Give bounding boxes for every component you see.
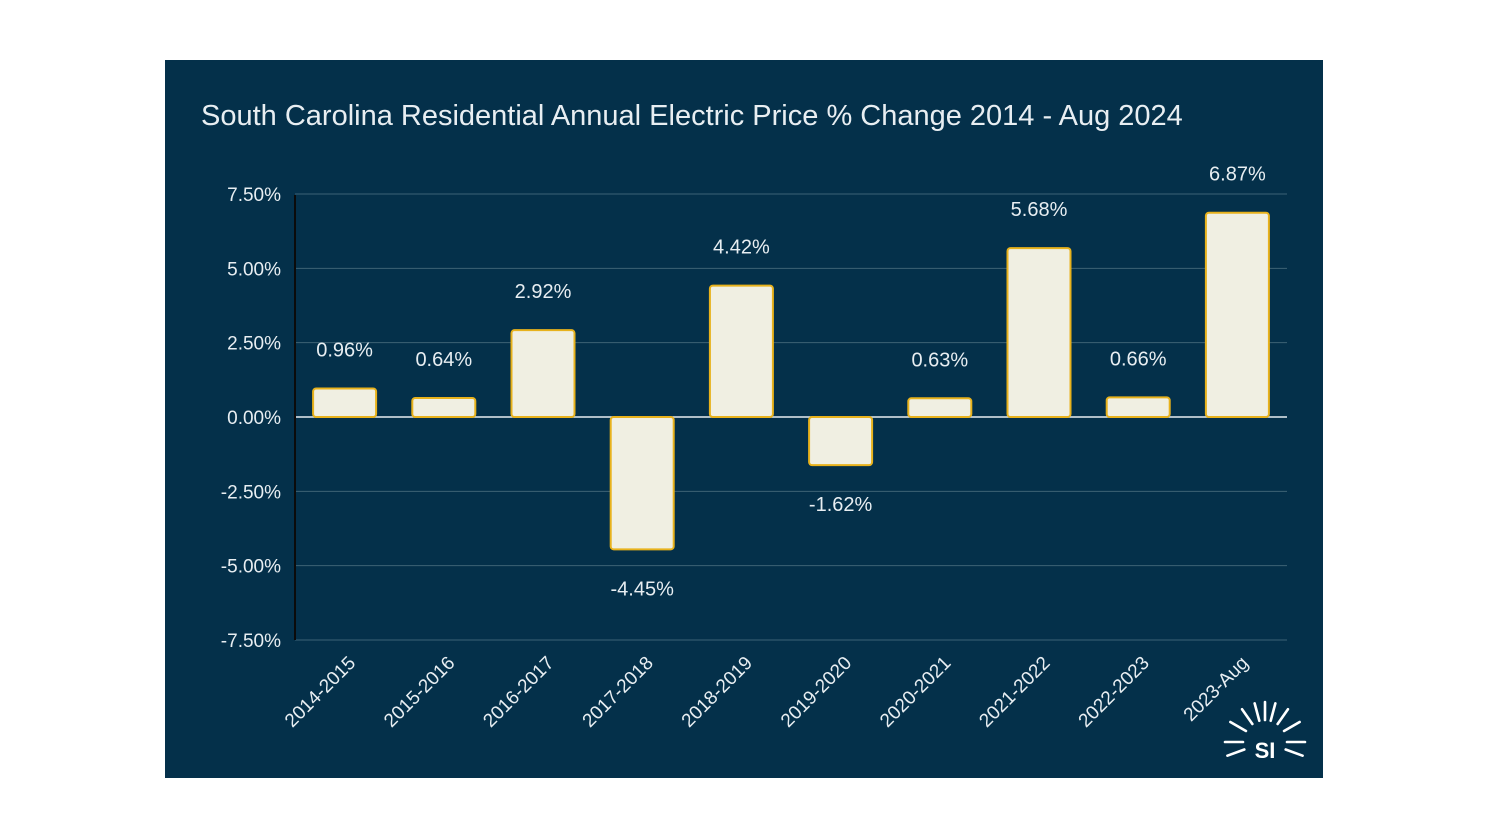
y-tick-label: 2.50%: [227, 334, 281, 355]
data-label: 0.66%: [1110, 348, 1167, 370]
sun-ray: [1284, 748, 1304, 757]
x-tick-label: 2020-2021: [876, 653, 955, 732]
bar: [609, 416, 675, 551]
sun-ray: [1229, 720, 1248, 733]
logo-text: SI: [1255, 738, 1276, 763]
x-axis-ticks: 2014-2015 2015-2016 2016-2017 2017-2018 2018…: [281, 653, 1253, 732]
x-tick-label: 2014-2015: [281, 653, 360, 732]
bar: [1006, 247, 1072, 418]
sun-ray: [1253, 702, 1261, 723]
y-tick-label: -7.50%: [221, 631, 281, 652]
data-label: 5.68%: [1011, 199, 1068, 221]
y-tick-label: 0.00%: [227, 408, 281, 429]
bars: [312, 211, 1270, 551]
bar: [510, 329, 576, 419]
bar: [1204, 211, 1270, 418]
bar: [907, 397, 973, 419]
bar-chart: South Carolina Residential Annual Electr…: [201, 100, 1307, 763]
logo: SI: [1223, 700, 1307, 763]
bar: [312, 387, 378, 418]
x-tick-label: 2017-2018: [579, 653, 658, 732]
y-tick-label: 7.50%: [227, 185, 281, 206]
chart-title: South Carolina Residential Annual Electr…: [201, 100, 1183, 132]
y-tick-label: -2.50%: [221, 482, 281, 503]
sun-ray: [1269, 702, 1277, 723]
bar: [808, 416, 874, 467]
data-label: 0.64%: [415, 349, 472, 371]
data-label: 0.96%: [316, 339, 373, 361]
x-tick-label: 2018-2019: [678, 653, 757, 732]
data-label: 0.63%: [911, 349, 968, 371]
bar: [1105, 396, 1171, 419]
y-tick-label: 5.00%: [227, 259, 281, 280]
x-tick-label: 2023-Aug: [1180, 653, 1253, 726]
data-label: -1.62%: [809, 494, 873, 516]
y-axis-ticks: 7.50% 5.00% 2.50% 0.00% -2.50% -5.00% -7.50%: [221, 185, 281, 652]
sun-rays-icon: [1223, 700, 1307, 757]
data-labels: 0.96% 0.64% 2.92% -4.45% 4.42% -1.62% 0.63% 5.6…: [316, 164, 1266, 601]
sun-ray: [1282, 720, 1301, 733]
x-tick-label: 2015-2016: [380, 653, 459, 732]
chart-panel: South Carolina Residential Annual Electr…: [165, 60, 1323, 778]
y-tick-label: -5.00%: [221, 557, 281, 578]
x-tick-label: 2019-2020: [777, 653, 856, 732]
sun-ray: [1240, 707, 1254, 726]
bar: [411, 396, 477, 419]
x-tick-label: 2021-2022: [975, 653, 1054, 732]
data-label: -4.45%: [611, 578, 675, 600]
x-tick-label: 2022-2023: [1075, 653, 1154, 732]
data-label: 6.87%: [1209, 164, 1266, 186]
bar: [708, 284, 774, 418]
x-tick-label: 2016-2017: [479, 653, 558, 732]
sun-ray: [1226, 748, 1246, 757]
data-label: 2.92%: [515, 281, 572, 303]
data-label: 4.42%: [713, 237, 770, 259]
sun-ray: [1276, 707, 1290, 726]
